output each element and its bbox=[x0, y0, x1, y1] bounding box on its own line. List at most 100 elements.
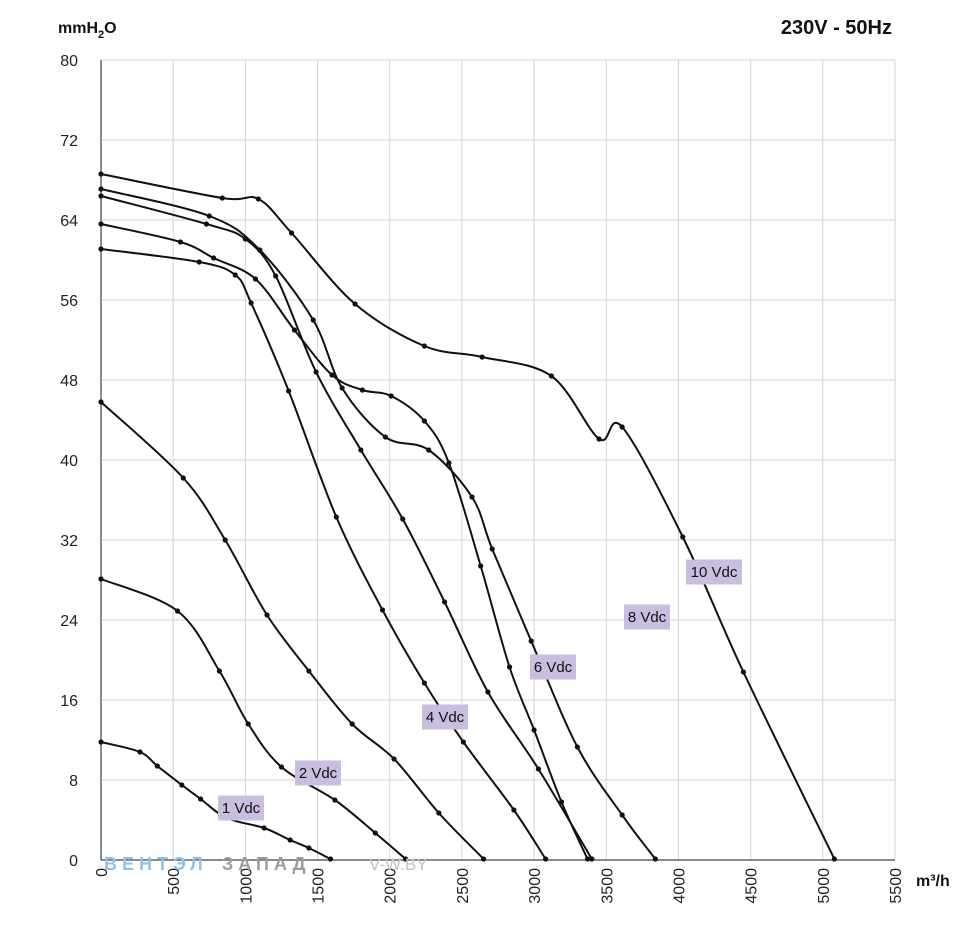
series-point bbox=[257, 247, 263, 253]
series-point bbox=[313, 369, 319, 375]
series-point bbox=[248, 300, 254, 306]
series-point bbox=[206, 213, 212, 219]
x-tick-label: 1500 bbox=[311, 868, 328, 904]
series-point bbox=[511, 807, 517, 813]
y-tick-label: 24 bbox=[60, 613, 78, 630]
series-point bbox=[358, 447, 364, 453]
series-line bbox=[100, 401, 485, 860]
series-point bbox=[245, 721, 251, 727]
series-point bbox=[421, 418, 427, 424]
axes-layer: 0 8 16 24 32 40 48 56 64 72 80 0 500 1000 1500 2000 2500… bbox=[60, 53, 905, 904]
series-point bbox=[252, 276, 259, 282]
series-line bbox=[100, 195, 593, 860]
series-point bbox=[403, 856, 409, 862]
y-tick-label: 16 bbox=[60, 693, 78, 710]
series-point bbox=[174, 608, 181, 614]
series-point bbox=[333, 514, 339, 520]
series-point bbox=[478, 563, 484, 569]
series-point bbox=[589, 856, 595, 862]
series-point bbox=[379, 607, 386, 613]
series-line bbox=[100, 188, 657, 860]
series-point bbox=[180, 475, 186, 481]
series-point bbox=[619, 424, 625, 430]
series-point bbox=[198, 796, 204, 802]
y-unit-end: O bbox=[104, 20, 116, 37]
series-point bbox=[480, 856, 487, 862]
watermark-part2: ЗАПАД bbox=[222, 854, 310, 874]
series-line bbox=[100, 741, 331, 860]
series-point bbox=[327, 856, 334, 862]
series-point bbox=[203, 221, 209, 227]
y-tick-label: 56 bbox=[60, 293, 78, 310]
curve-label-layer: 1 Vdc 2 Vdc 4 Vdc 6 Vdc 8 Vdc 10 Vdc bbox=[218, 559, 742, 821]
curve-label-box bbox=[530, 654, 576, 680]
x-tick-label: 500 bbox=[166, 868, 183, 895]
series-point bbox=[261, 825, 267, 831]
curve-label-box bbox=[218, 795, 264, 821]
series-line bbox=[100, 223, 589, 860]
x-tick-label: 2000 bbox=[383, 868, 400, 904]
series-point bbox=[469, 494, 475, 500]
curve-label-text: 6 Vdc bbox=[534, 659, 573, 676]
y-tick-label: 48 bbox=[60, 373, 78, 390]
curve-label-box bbox=[686, 559, 742, 585]
series-point bbox=[543, 856, 549, 862]
curve-label-box bbox=[422, 704, 468, 730]
x-tick-label: 4500 bbox=[744, 868, 761, 904]
watermark-site: V-W.BY bbox=[369, 855, 428, 874]
series-point bbox=[460, 739, 466, 745]
x-axis-unit-label: m³/h bbox=[916, 873, 950, 890]
series-point bbox=[584, 856, 591, 862]
series-point bbox=[400, 516, 406, 522]
series-point bbox=[306, 668, 312, 674]
series-point bbox=[831, 856, 837, 862]
series-point bbox=[489, 546, 495, 552]
series-point bbox=[98, 399, 104, 405]
series-point bbox=[255, 196, 261, 202]
series-point bbox=[273, 273, 279, 279]
series-point bbox=[98, 193, 104, 199]
series-layer bbox=[98, 171, 837, 862]
series-point bbox=[382, 434, 388, 440]
series-point bbox=[388, 393, 394, 399]
curve-label-box bbox=[624, 604, 670, 630]
grid-layer bbox=[101, 59, 896, 860]
watermark: ВЕНТЭЛ ЗАПАД V-W.BY bbox=[104, 854, 428, 874]
series-point bbox=[421, 343, 427, 349]
series-point bbox=[98, 171, 104, 177]
curve-label-text: 8 Vdc bbox=[628, 609, 667, 626]
series-point bbox=[211, 255, 217, 261]
y-tick-label: 80 bbox=[60, 53, 78, 70]
series-point bbox=[286, 388, 292, 394]
series-point bbox=[98, 739, 104, 745]
series-point bbox=[531, 727, 537, 733]
series-point bbox=[372, 830, 378, 836]
series-point bbox=[485, 689, 491, 695]
x-tick-label: 0 bbox=[94, 868, 111, 877]
series-point bbox=[446, 460, 452, 466]
x-tick-label: 4000 bbox=[671, 868, 688, 904]
series-point bbox=[329, 372, 335, 378]
y-tick-label: 32 bbox=[60, 533, 78, 550]
curve-label-text: 10 Vdc bbox=[691, 564, 738, 581]
series-point bbox=[596, 436, 602, 442]
series-point bbox=[288, 230, 295, 236]
series-point bbox=[436, 810, 442, 816]
curve-label-text: 1 Vdc bbox=[222, 800, 261, 817]
series-point bbox=[421, 680, 427, 686]
series-point bbox=[278, 764, 285, 770]
chart-title: 230V - 50Hz bbox=[781, 17, 892, 39]
series-point bbox=[137, 749, 143, 755]
series-point bbox=[619, 812, 625, 818]
series-point bbox=[680, 534, 686, 540]
series-point bbox=[332, 797, 338, 803]
x-tick-label: 5500 bbox=[888, 868, 905, 904]
series-point bbox=[306, 845, 312, 851]
curve-label-text: 2 Vdc bbox=[299, 765, 338, 782]
series-point bbox=[652, 856, 658, 862]
y-tick-label: 0 bbox=[69, 853, 78, 870]
series-point bbox=[222, 537, 228, 543]
y-axis-unit-label: mmH2O bbox=[58, 20, 117, 41]
series-point bbox=[352, 301, 358, 307]
